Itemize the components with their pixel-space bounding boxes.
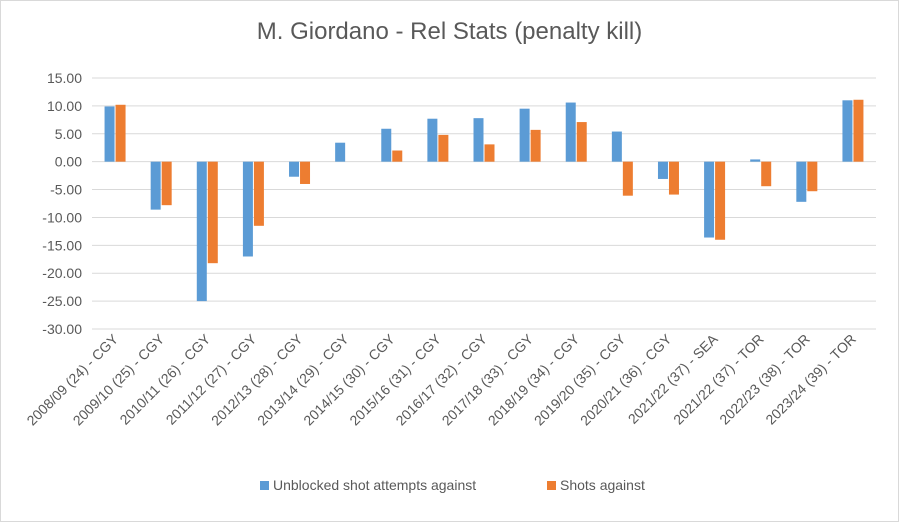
bar [253,161,264,226]
y-tick-label: -30.00 [42,321,82,337]
bar [530,129,541,162]
y-tick-label: 15.00 [47,70,82,86]
bar [657,161,668,179]
legend-swatch [547,481,556,490]
bar [796,161,807,202]
y-tick-label: 10.00 [47,98,82,114]
bar [289,161,300,177]
bar [484,144,495,162]
bar [392,150,403,162]
bars [104,99,864,302]
bar [438,134,449,162]
y-tick-label: -5.00 [50,182,82,198]
bar [196,161,207,302]
x-tick-label: 2023/24 (39) - TOR [762,331,859,428]
y-tick-label: 0.00 [55,154,82,170]
bar [842,100,853,162]
chart-title: M. Giordano - Rel Stats (penalty kill) [256,18,643,45]
bar [576,122,587,162]
y-axis-ticks: 15.00 10.00 5.00 0.00 -5.00 -10.00 -15.00 -20.0… [42,70,82,337]
bar [761,161,772,187]
bar [242,161,253,257]
bar [104,106,115,162]
bar [668,161,679,195]
bar [161,161,172,206]
bar [704,161,715,238]
legend-label: Unblocked shot attempts against [273,477,476,493]
legend: Unblocked shot attempts against Shots aga… [260,477,645,493]
gridlines [92,77,876,330]
bar [115,104,126,162]
bar [519,108,530,162]
bar [622,161,633,196]
y-tick-label: -10.00 [42,209,82,225]
bar [381,128,392,162]
bar [750,159,761,162]
bar [565,102,576,162]
bar [715,161,726,240]
bar [807,161,818,192]
bar [300,161,311,184]
bar [427,118,438,162]
bar [853,99,864,162]
bar [335,142,346,162]
bar [207,161,218,264]
bar [611,131,622,162]
legend-label: Shots against [560,477,645,493]
y-tick-label: -15.00 [42,237,82,253]
bar [473,118,484,162]
legend-swatch [260,481,269,490]
y-tick-label: 5.00 [55,126,82,142]
y-tick-label: -25.00 [42,293,82,309]
bar [150,161,161,210]
y-tick-label: -20.00 [42,265,82,281]
